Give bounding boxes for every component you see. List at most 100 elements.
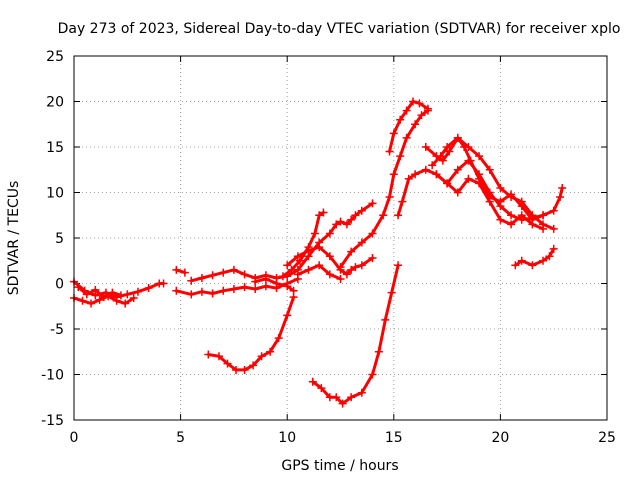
data-point-marker xyxy=(539,224,548,233)
data-point-marker xyxy=(385,147,394,156)
data-point-marker xyxy=(421,143,430,151)
data-point-marker xyxy=(545,252,554,261)
y-tick-label: -10 xyxy=(41,368,64,384)
data-point-marker xyxy=(172,286,181,295)
data-point-marker xyxy=(374,347,383,356)
data-point-marker xyxy=(278,272,287,281)
data-point-marker xyxy=(283,282,292,291)
data-point-marker xyxy=(87,299,96,308)
data-point-marker xyxy=(411,120,420,129)
series-line-track-19 xyxy=(311,263,400,406)
data-point-marker xyxy=(528,220,537,229)
data-point-marker xyxy=(475,152,484,161)
data-point-marker xyxy=(357,206,366,215)
data-point-marker xyxy=(496,215,505,224)
data-point-marker xyxy=(310,229,319,238)
data-point-marker xyxy=(347,247,356,256)
data-point-marker xyxy=(208,289,217,298)
data-point-marker xyxy=(123,290,132,299)
data-point-marker xyxy=(342,220,351,229)
data-point-marker xyxy=(332,220,341,229)
x-tick-label: 0 xyxy=(70,430,79,446)
data-point-marker xyxy=(304,265,313,274)
data-point-marker xyxy=(197,287,206,296)
data-point-marker xyxy=(342,270,351,279)
data-point-marker xyxy=(325,252,334,261)
data-point-marker xyxy=(398,197,407,206)
data-point-marker xyxy=(315,261,324,270)
data-point-marker xyxy=(223,359,232,368)
data-point-marker xyxy=(368,229,377,238)
data-point-marker xyxy=(332,393,341,402)
data-point-marker xyxy=(229,284,238,293)
data-point-marker xyxy=(558,183,567,192)
y-axis-label: SDTVAR / TECUs xyxy=(6,181,22,296)
grid-lines xyxy=(74,56,607,420)
y-tick-label: 10 xyxy=(46,186,64,202)
data-point-marker xyxy=(214,352,223,361)
data-point-marker xyxy=(347,265,356,274)
data-point-marker xyxy=(421,165,430,174)
data-point-marker xyxy=(266,347,275,356)
data-point-marker xyxy=(357,388,366,397)
data-point-marker xyxy=(338,399,347,408)
data-point-marker xyxy=(108,288,117,297)
data-point-marker xyxy=(517,256,526,265)
data-point-marker xyxy=(261,274,270,283)
data-point-marker xyxy=(257,352,266,361)
data-point-marker xyxy=(507,220,516,229)
data-point-marker xyxy=(95,295,104,304)
plot-frame xyxy=(73,55,608,421)
data-point-marker xyxy=(556,193,565,202)
data-point-marker xyxy=(402,106,411,115)
data-point-marker xyxy=(404,174,413,183)
data-point-marker xyxy=(289,293,298,302)
x-tick-label: 20 xyxy=(491,430,509,446)
data-point-marker xyxy=(357,238,366,247)
data-point-marker xyxy=(464,174,473,183)
data-point-marker xyxy=(466,156,475,165)
data-point-marker xyxy=(74,283,83,292)
data-point-marker xyxy=(315,211,324,220)
data-point-marker xyxy=(319,208,328,217)
data-point-marker xyxy=(408,97,417,106)
data-point-marker xyxy=(208,271,217,280)
data-point-marker xyxy=(121,299,130,308)
y-tick-label: 25 xyxy=(46,49,64,65)
chart-title: Day 273 of 2023, Sidereal Day-to-day VTE… xyxy=(58,21,621,37)
data-point-marker xyxy=(549,206,558,215)
data-point-marker xyxy=(507,193,516,202)
data-point-marker xyxy=(336,217,345,226)
data-point-marker xyxy=(549,224,558,233)
data-point-marker xyxy=(402,133,411,142)
data-point-marker xyxy=(368,199,377,208)
data-point-marker xyxy=(293,252,302,261)
data-point-marker xyxy=(351,263,360,272)
y-tick-label: -15 xyxy=(41,413,64,429)
data-point-marker xyxy=(351,211,360,220)
data-point-marker xyxy=(240,365,249,374)
data-point-marker xyxy=(389,129,398,138)
data-point-marker xyxy=(496,197,505,206)
data-point-marker xyxy=(82,290,91,299)
data-point-marker xyxy=(432,170,441,179)
series-line-track-12 xyxy=(388,100,430,154)
x-tick-label: 5 xyxy=(176,430,185,446)
data-point-marker xyxy=(325,229,334,238)
data-point-marker xyxy=(443,179,452,188)
data-point-marker xyxy=(507,211,516,220)
data-point-marker xyxy=(511,261,520,270)
data-point-marker xyxy=(287,265,296,274)
data-point-marker xyxy=(445,147,454,156)
data-point-marker xyxy=(485,197,494,206)
data-point-marker xyxy=(240,270,249,279)
data-point-marker xyxy=(347,393,356,402)
data-point-marker xyxy=(197,274,206,283)
data-point-marker xyxy=(539,211,548,220)
data-point-marker xyxy=(347,215,356,224)
data-point-marker xyxy=(453,165,462,174)
data-point-marker xyxy=(517,211,526,220)
series-line-track-18 xyxy=(206,295,296,372)
data-point-marker xyxy=(389,170,398,179)
